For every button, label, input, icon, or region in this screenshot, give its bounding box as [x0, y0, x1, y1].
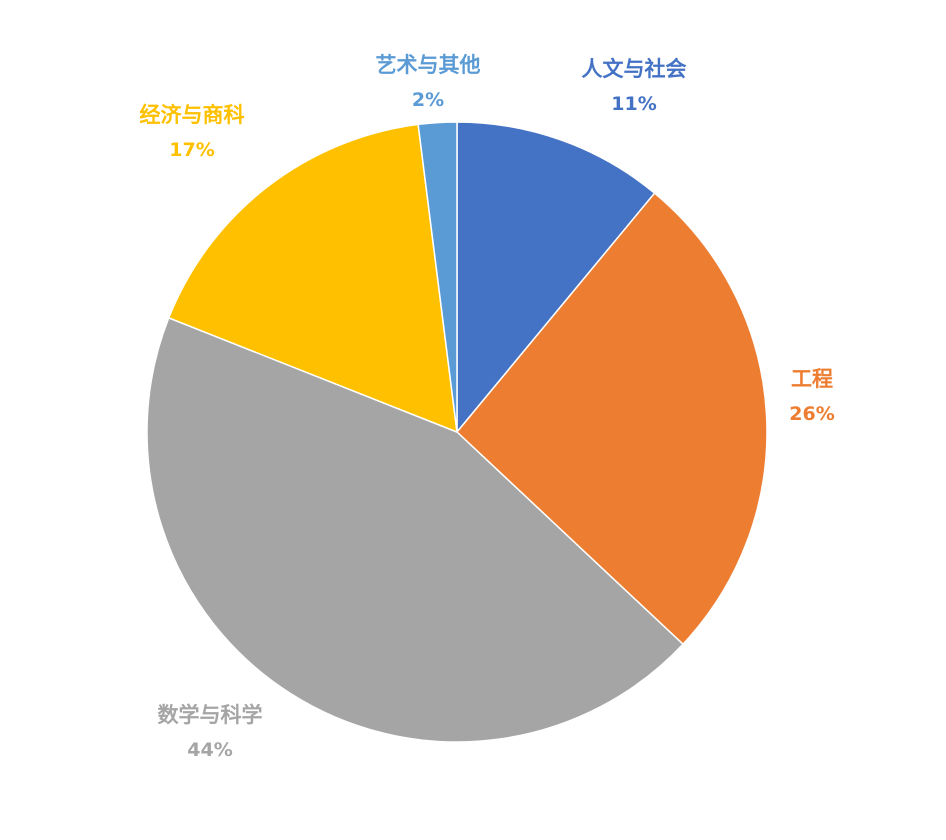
slice-value-label-4: 17%	[169, 139, 214, 161]
slice-name-label-4: 经济与商科	[140, 103, 245, 127]
pie-slice-2	[455, 192, 768, 646]
pie-labels: 人文与社会 11% 工程 26% 数学与科学 44% 经济与商科 17% 艺术与其他 2%	[140, 53, 835, 761]
slice-name-label-1: 人文与社会	[582, 57, 687, 81]
slice-value-label-1: 11%	[611, 93, 656, 115]
pie-slice-3	[146, 316, 685, 743]
pie-slice-5	[417, 121, 458, 433]
pie-slice-4	[167, 123, 458, 434]
slice-value-label-2: 26%	[789, 403, 834, 425]
pie-slice-1	[456, 121, 656, 435]
slice-name-label-5: 艺术与其他	[376, 53, 481, 77]
slice-name-label-2: 工程	[791, 367, 833, 391]
slice-value-label-5: 2%	[412, 89, 444, 111]
pie-slices	[146, 121, 768, 743]
slice-value-label-3: 44%	[187, 739, 232, 761]
slice-name-label-3: 数学与科学	[158, 703, 263, 727]
